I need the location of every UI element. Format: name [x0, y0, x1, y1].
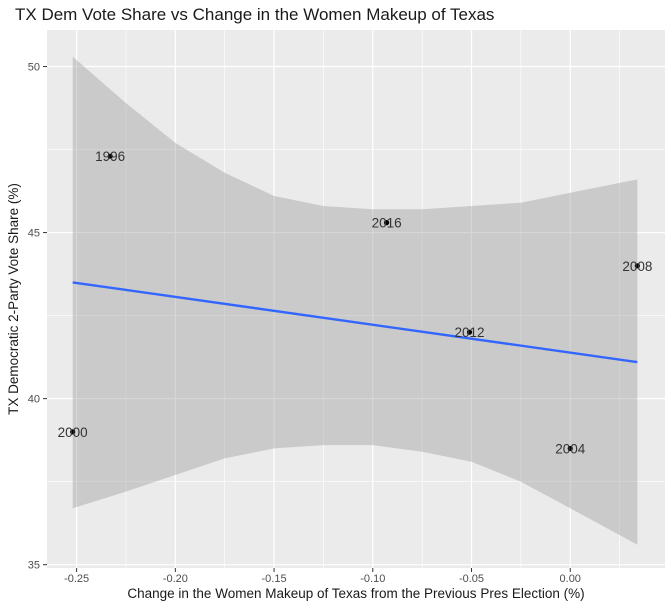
y-axis-title: TX Democratic 2-Party Vote Share (%): [6, 183, 21, 415]
point-label-2008: 2008: [622, 259, 652, 274]
x-tick-label: -0.15: [262, 573, 287, 585]
x-tick-label: -0.05: [459, 573, 484, 585]
y-tick-label: 50: [28, 62, 40, 74]
data-points: [70, 153, 640, 452]
data-point-1996: [107, 153, 113, 159]
data-point-2008: [634, 263, 640, 269]
x-tick-label: 0.00: [560, 573, 581, 585]
x-tick-label: -0.20: [163, 573, 188, 585]
data-point-2000: [70, 429, 76, 435]
regression-line: [72, 281, 638, 364]
minor-gridlines: [47, 30, 665, 568]
x-axis-title: Change in the Women Makeup of Texas from…: [127, 586, 584, 601]
data-point-2012: [466, 329, 473, 335]
plot-panel: [47, 30, 665, 568]
x-tick-label: -0.25: [64, 573, 89, 585]
y-tick-label: 35: [28, 560, 40, 572]
y-tick-label: 40: [28, 394, 40, 406]
point-label-2000: 2000: [58, 425, 88, 440]
point-label-2004: 2004: [555, 441, 586, 456]
major-gridlines: [47, 30, 665, 568]
confidence-band: [72, 56, 638, 545]
data-point-2004: [567, 445, 573, 452]
data-point-2016: [384, 220, 390, 226]
x-axis-ticks: -0.25 -0.20 -0.15 -0.10 -0.05 0.00: [64, 568, 581, 585]
point-label-1996: 1996: [95, 149, 125, 164]
chart-title: TX Dem Vote Share vs Change in the Women…: [15, 5, 494, 24]
point-label-2012: 2012: [455, 325, 485, 340]
y-axis-ticks: 35 40 45 50: [28, 62, 47, 572]
y-tick-label: 45: [28, 228, 40, 240]
point-labels: 1996 2000 2004 2008 2012 2016: [58, 149, 653, 456]
x-tick-label: -0.10: [360, 573, 385, 585]
point-label-2016: 2016: [372, 216, 402, 231]
